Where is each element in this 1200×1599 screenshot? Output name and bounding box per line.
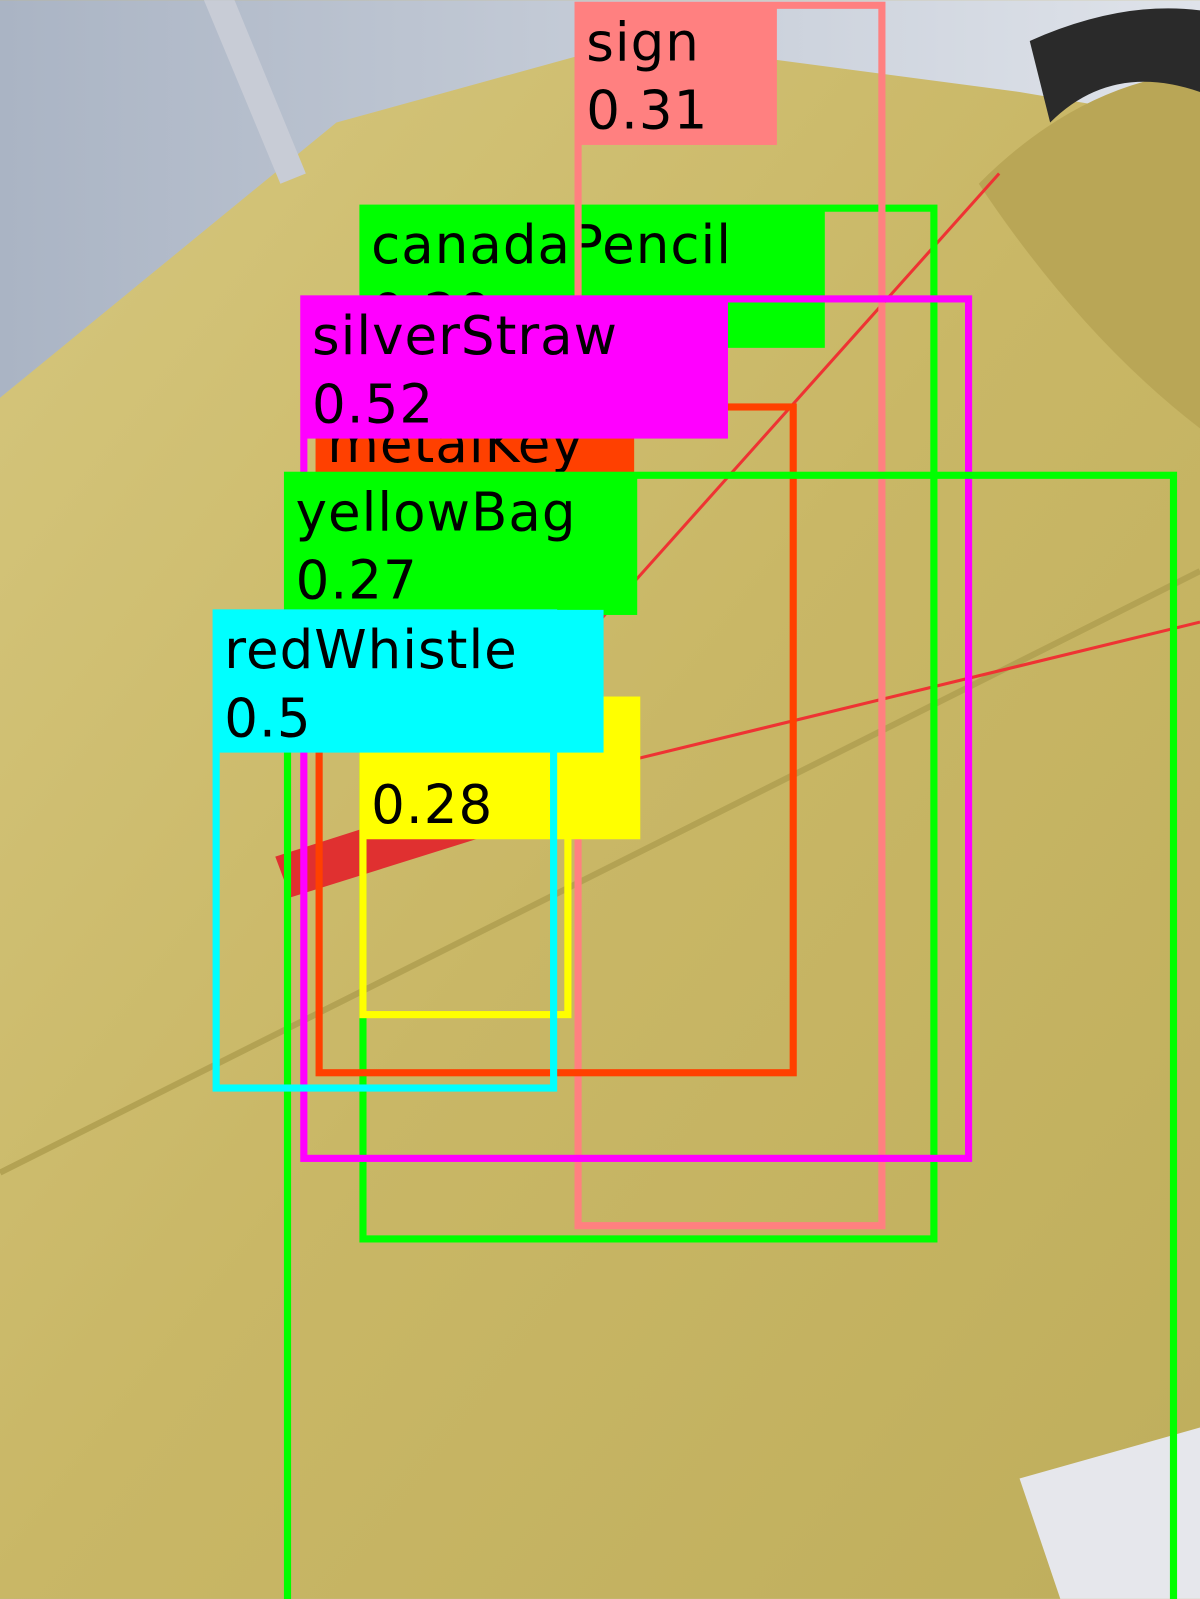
- detection-label: canadaPencil: [371, 214, 732, 276]
- detection-label: yellowBag: [296, 481, 577, 543]
- label-background: [284, 472, 638, 615]
- detection-label: sign: [586, 11, 700, 73]
- label-background: [213, 609, 604, 753]
- detection-score: 0.52: [312, 373, 434, 435]
- detection-score: 0.31: [586, 80, 708, 142]
- label-background: [575, 2, 777, 145]
- detection-label: silverStraw: [312, 305, 618, 367]
- detection-score: 0.5: [224, 687, 311, 749]
- detection-score: 0.27: [296, 550, 418, 612]
- bounding-box: [283, 471, 1178, 1599]
- detection-score: 0.28: [371, 774, 493, 836]
- detection-label: redWhistle: [224, 619, 518, 681]
- detections: canadaPencil0.29sign0.31metalKeysilverSt…: [212, 1, 1178, 1599]
- label-background: [300, 295, 728, 439]
